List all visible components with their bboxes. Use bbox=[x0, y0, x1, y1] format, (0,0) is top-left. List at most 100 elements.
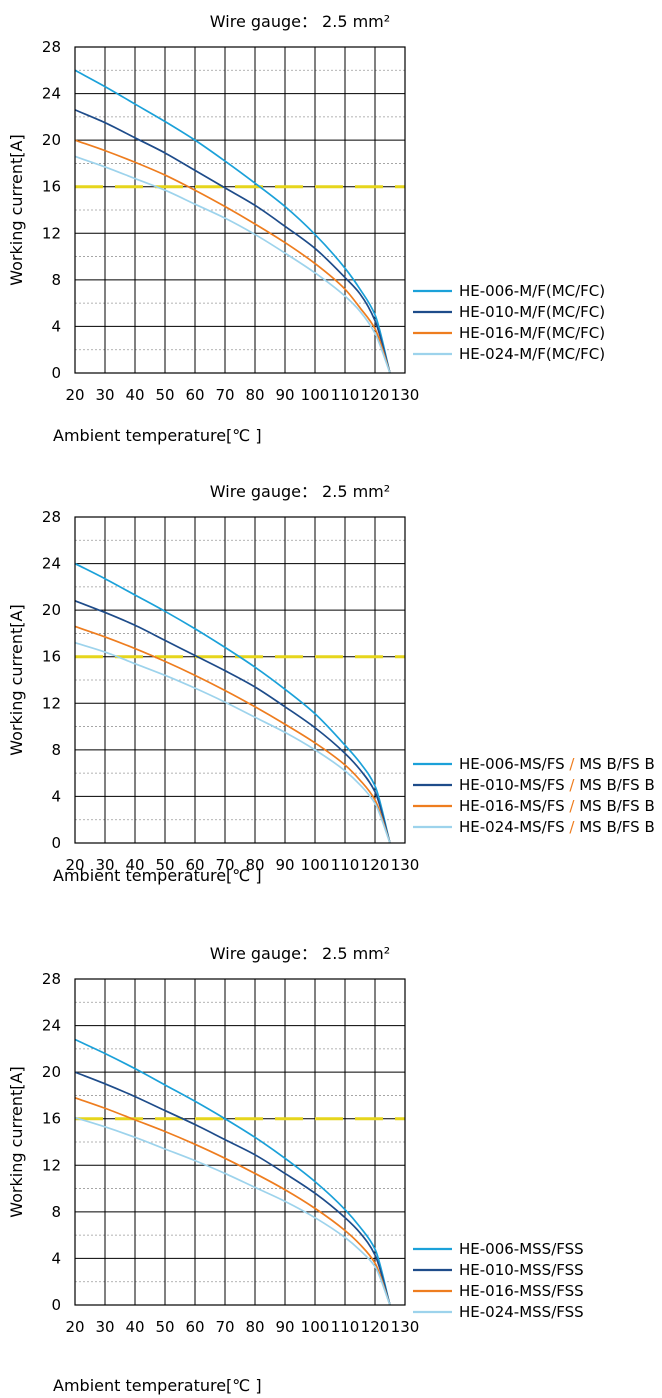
x-tick-label: 90 bbox=[275, 386, 294, 404]
x-tick-label: 110 bbox=[331, 386, 360, 404]
legend-label-3: HE-016-MSS/FSS bbox=[459, 1282, 584, 1300]
legend-label-3: HE-016-MS/FS / MS B/FS B bbox=[459, 797, 655, 815]
x-tick-label: 90 bbox=[275, 1318, 294, 1336]
legend-label-1: HE-006-M/F(MC/FC) bbox=[459, 282, 605, 300]
x-tick-label: 40 bbox=[125, 856, 144, 874]
x-tick-label: 70 bbox=[215, 386, 234, 404]
y-tick-label: 4 bbox=[51, 787, 61, 805]
x-tick-label: 40 bbox=[125, 386, 144, 404]
chart-title: Wire gauge： 2.5 mm² bbox=[210, 482, 390, 501]
legend-label-1: HE-006-MSS/FSS bbox=[459, 1240, 584, 1258]
x-tick-label: 130 bbox=[391, 1318, 420, 1336]
y-tick-label: 4 bbox=[51, 1249, 61, 1267]
x-tick-label: 60 bbox=[185, 1318, 204, 1336]
legend-label-1: HE-006-MS/FS / MS B/FS B bbox=[459, 755, 655, 773]
series-line-3 bbox=[74, 625, 391, 844]
y-tick-label: 0 bbox=[51, 1296, 61, 1314]
x-tick-label: 60 bbox=[185, 386, 204, 404]
legend-label-2: HE-010-MS/FS / MS B/FS B bbox=[459, 776, 655, 794]
x-tick-label: 120 bbox=[361, 856, 390, 874]
x-tick-label: 20 bbox=[65, 386, 84, 404]
chart-title: Wire gauge： 2.5 mm² bbox=[210, 12, 390, 31]
x-tick-label: 100 bbox=[301, 386, 330, 404]
y-tick-label: 28 bbox=[42, 508, 61, 526]
y-tick-label: 24 bbox=[42, 1017, 61, 1035]
x-tick-label: 40 bbox=[125, 1318, 144, 1336]
x-tick-label: 20 bbox=[65, 856, 84, 874]
series-line-1 bbox=[74, 562, 391, 844]
x-tick-label: 30 bbox=[95, 386, 114, 404]
y-tick-label: 0 bbox=[51, 834, 61, 852]
series-line-2 bbox=[74, 600, 391, 844]
legend-label-3: HE-016-M/F(MC/FC) bbox=[459, 324, 605, 342]
y-axis-title: Working current[A] bbox=[7, 1066, 26, 1218]
plot-frame bbox=[74, 978, 406, 1306]
x-axis-title: Ambient temperature[℃ ] bbox=[53, 426, 262, 445]
legend-label-4: HE-024-M/F(MC/FC) bbox=[459, 345, 605, 363]
series-line-3 bbox=[74, 1096, 391, 1306]
x-tick-label: 80 bbox=[245, 1318, 264, 1336]
chart-title: Wire gauge： 2.5 mm² bbox=[210, 944, 390, 963]
x-tick-label: 80 bbox=[245, 856, 264, 874]
y-tick-label: 16 bbox=[42, 1110, 61, 1128]
plot-frame bbox=[74, 516, 406, 844]
y-tick-label: 12 bbox=[42, 1156, 61, 1174]
y-tick-label: 12 bbox=[42, 224, 61, 242]
y-tick-label: 16 bbox=[42, 178, 61, 196]
y-tick-label: 8 bbox=[51, 1203, 61, 1221]
y-tick-label: 8 bbox=[51, 271, 61, 289]
y-tick-label: 24 bbox=[42, 555, 61, 573]
x-tick-label: 90 bbox=[275, 856, 294, 874]
y-tick-label: 28 bbox=[42, 38, 61, 56]
x-tick-label: 50 bbox=[155, 1318, 174, 1336]
y-tick-label: 4 bbox=[51, 317, 61, 335]
series-line-3 bbox=[74, 139, 391, 374]
series-line-1 bbox=[74, 1038, 391, 1306]
x-tick-label: 20 bbox=[65, 1318, 84, 1336]
x-tick-label: 50 bbox=[155, 386, 174, 404]
legend-label-4: HE-024-MS/FS / MS B/FS B bbox=[459, 818, 655, 836]
x-tick-label: 100 bbox=[301, 856, 330, 874]
x-tick-label: 50 bbox=[155, 856, 174, 874]
x-tick-label: 130 bbox=[391, 856, 420, 874]
derating-chart-1: Wire gauge： 2.5 mm² Ambient temperature[… bbox=[7, 12, 605, 445]
derating-chart-3: Wire gauge： 2.5 mm² Ambient temperature[… bbox=[7, 944, 584, 1395]
x-tick-label: 120 bbox=[361, 386, 390, 404]
series-line-4 bbox=[74, 641, 391, 844]
x-tick-label: 60 bbox=[185, 856, 204, 874]
x-tick-label: 70 bbox=[215, 1318, 234, 1336]
legend-label-4: HE-024-MSS/FSS bbox=[459, 1303, 584, 1321]
x-tick-label: 80 bbox=[245, 386, 264, 404]
x-tick-label: 130 bbox=[391, 386, 420, 404]
x-axis-title: Ambient temperature[℃ ] bbox=[53, 866, 262, 885]
legend-label-2: HE-010-M/F(MC/FC) bbox=[459, 303, 605, 321]
x-tick-label: 110 bbox=[331, 856, 360, 874]
x-tick-label: 30 bbox=[95, 1318, 114, 1336]
x-tick-label: 120 bbox=[361, 1318, 390, 1336]
derating-chart-2: Wire gauge： 2.5 mm² Ambient temperature[… bbox=[7, 482, 655, 885]
y-tick-label: 20 bbox=[42, 1063, 61, 1081]
y-axis-title: Working current[A] bbox=[7, 604, 26, 756]
series-line-4 bbox=[74, 155, 391, 374]
series-line-4 bbox=[74, 1116, 391, 1306]
y-axis-title: Working current[A] bbox=[7, 134, 26, 286]
plot-frame bbox=[74, 46, 406, 374]
y-tick-label: 16 bbox=[42, 648, 61, 666]
x-tick-label: 110 bbox=[331, 1318, 360, 1336]
series-line-2 bbox=[74, 1071, 391, 1306]
y-tick-label: 24 bbox=[42, 85, 61, 103]
x-tick-label: 30 bbox=[95, 856, 114, 874]
x-tick-label: 70 bbox=[215, 856, 234, 874]
y-tick-label: 28 bbox=[42, 970, 61, 988]
y-tick-label: 8 bbox=[51, 741, 61, 759]
series-line-2 bbox=[74, 109, 391, 374]
x-axis-title: Ambient temperature[℃ ] bbox=[53, 1376, 262, 1395]
y-tick-label: 20 bbox=[42, 131, 61, 149]
y-tick-label: 12 bbox=[42, 694, 61, 712]
y-tick-label: 20 bbox=[42, 601, 61, 619]
series-line-1 bbox=[74, 69, 391, 374]
y-tick-label: 0 bbox=[51, 364, 61, 382]
legend-label-2: HE-010-MSS/FSS bbox=[459, 1261, 584, 1279]
x-tick-label: 100 bbox=[301, 1318, 330, 1336]
